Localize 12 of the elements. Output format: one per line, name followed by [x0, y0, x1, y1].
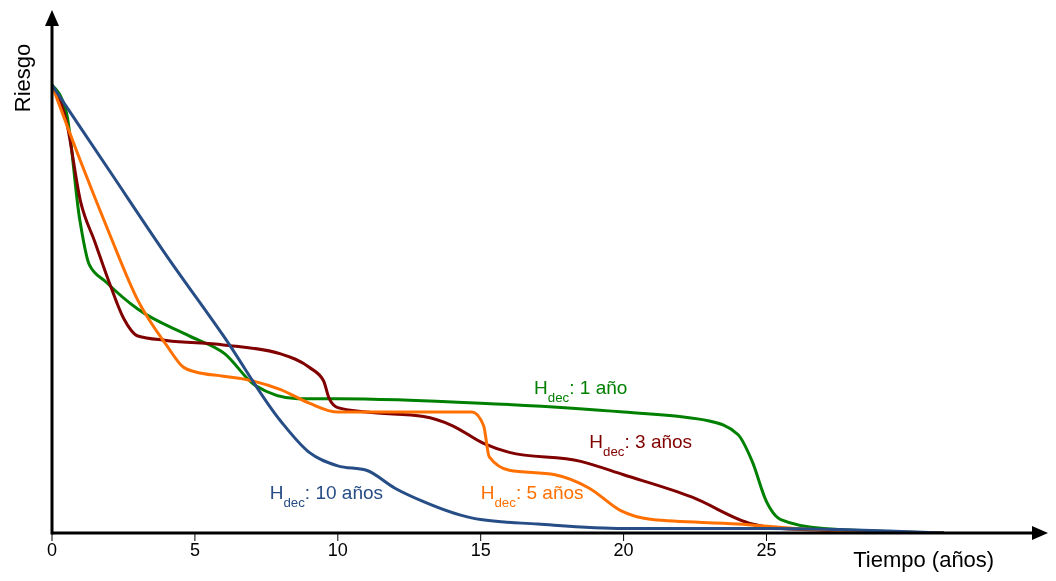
series-label: H$_{dec}$: 5 años: [480, 482, 584, 510]
x-axis-title: Tiempo (años): [853, 547, 995, 572]
x-tick-label: 0: [46, 539, 58, 560]
x-tick-label: 5: [189, 539, 200, 560]
x-tick-label: 15: [470, 539, 491, 560]
series-label: H$_{dec}$: 3 años: [589, 430, 693, 459]
series-label: H$_{dec}$: 10 años: [269, 482, 384, 510]
x-tick-label: 10: [327, 539, 348, 560]
y-axis-title: Riesgo: [9, 43, 35, 113]
x-tick-label: 25: [756, 539, 777, 560]
series-label: H$_{dec}$: 1 año: [534, 377, 628, 405]
x-tick-label: 20: [613, 539, 634, 560]
